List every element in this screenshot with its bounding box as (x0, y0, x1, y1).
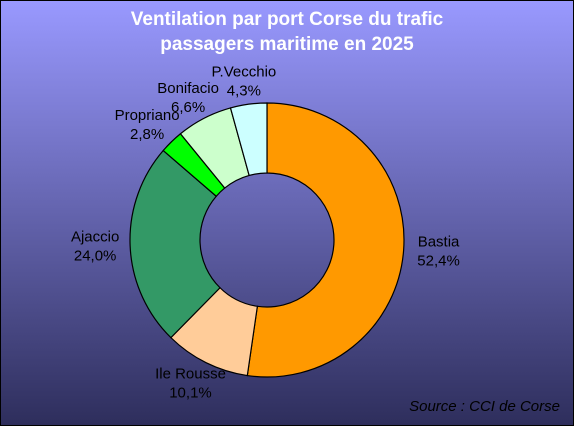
value-label: 52,4% (417, 252, 460, 269)
slice-label: Ajaccio (71, 228, 119, 245)
donut-slice (246, 102, 405, 378)
value-label: 2,8% (130, 126, 164, 143)
slice-label: P.Vecchio (211, 63, 276, 80)
chart-title: passagers maritime en 2025 (160, 34, 414, 55)
value-label: 6,6% (171, 99, 205, 116)
value-label: 4,3% (227, 82, 261, 99)
donut-slice (229, 102, 268, 177)
slice-label: Propriano (115, 107, 180, 124)
source-note: Source : CCI de Corse (409, 398, 560, 415)
value-label: 24,0% (74, 247, 117, 264)
value-label: 10,1% (169, 384, 212, 401)
slice-label: Ile Rousse (155, 365, 226, 382)
slice-label: Bonifacio (157, 80, 219, 97)
slice-label: Bastia (418, 233, 460, 250)
chart-title: Ventilation par port Corse du trafic (131, 9, 444, 30)
donut-slice (129, 149, 221, 339)
